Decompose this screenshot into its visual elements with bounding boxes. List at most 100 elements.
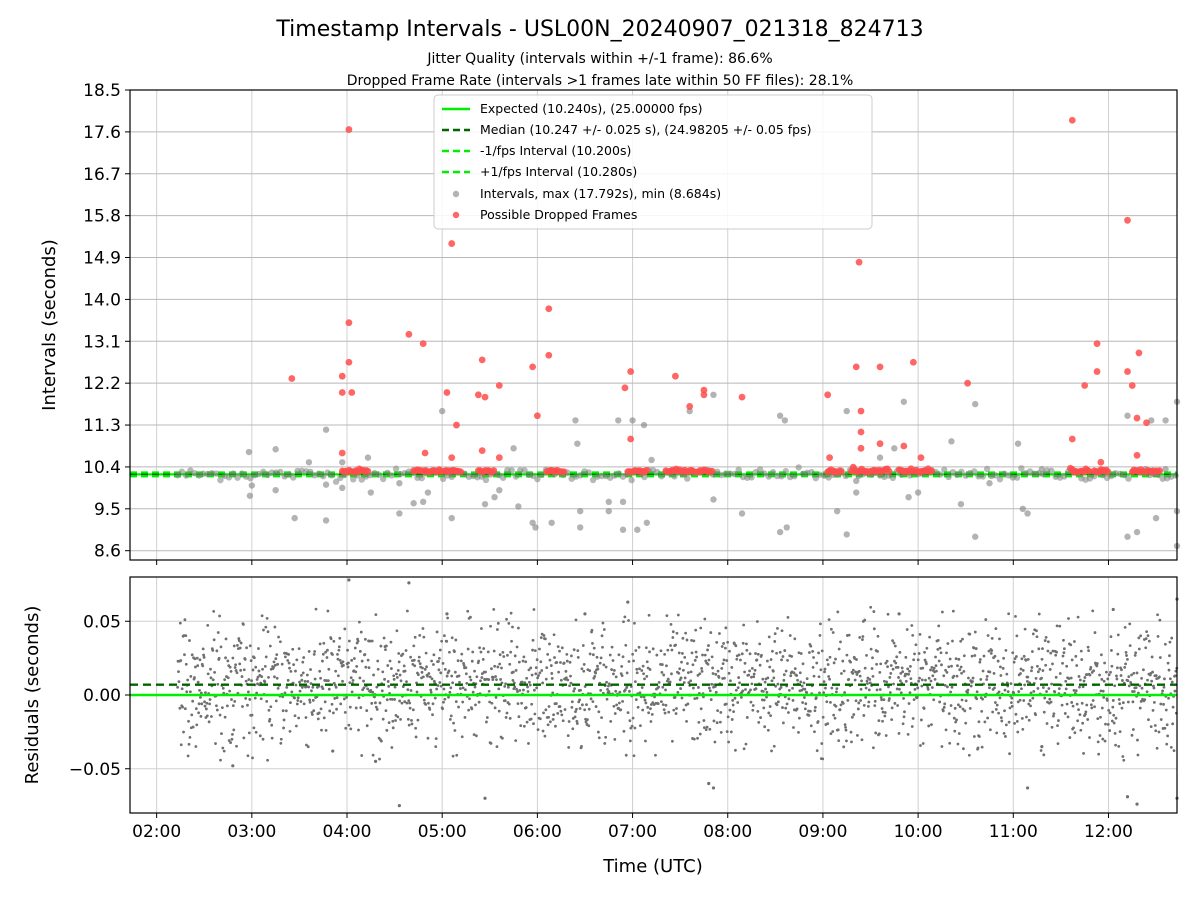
legend-swatch-intervals bbox=[452, 190, 460, 198]
residual-point bbox=[1070, 701, 1074, 704]
dropped-frame-point bbox=[560, 468, 568, 476]
residual-point bbox=[1022, 654, 1026, 658]
residual-point bbox=[403, 669, 407, 673]
residual-point bbox=[1020, 687, 1023, 691]
residual-point bbox=[638, 691, 642, 695]
residual-point bbox=[911, 717, 915, 720]
residual-point bbox=[633, 726, 637, 730]
residual-point bbox=[560, 646, 564, 650]
residual-point bbox=[438, 648, 442, 652]
interval-point bbox=[328, 472, 335, 479]
residual-point bbox=[622, 729, 626, 733]
dropped-frame-point bbox=[876, 440, 884, 448]
residual-point bbox=[1171, 705, 1175, 709]
residual-point bbox=[545, 666, 549, 670]
residual-point bbox=[974, 647, 978, 650]
residual-point bbox=[273, 663, 277, 667]
residual-point bbox=[813, 709, 817, 713]
residual-point bbox=[533, 688, 536, 692]
residual-point bbox=[1078, 685, 1081, 689]
residual-point bbox=[511, 625, 514, 629]
residual-point bbox=[744, 742, 748, 746]
residual-point bbox=[374, 705, 378, 709]
residual-point bbox=[978, 660, 982, 664]
residual-point bbox=[485, 716, 489, 719]
residual-point bbox=[882, 679, 886, 683]
residual-point bbox=[1004, 723, 1008, 727]
interval-point bbox=[1048, 467, 1055, 474]
dropped-frame-point bbox=[481, 393, 489, 401]
residual-point bbox=[724, 702, 728, 706]
residual-point bbox=[703, 617, 707, 621]
residual-point bbox=[327, 667, 331, 671]
residual-point bbox=[645, 660, 649, 664]
residual-point bbox=[763, 680, 767, 684]
residual-point bbox=[573, 715, 577, 719]
residual-point bbox=[1153, 724, 1157, 727]
residual-point bbox=[938, 646, 942, 650]
residual-point bbox=[671, 630, 675, 634]
residual-point bbox=[752, 672, 756, 676]
residual-point bbox=[950, 685, 954, 689]
residual-point bbox=[896, 665, 900, 669]
residual-point bbox=[396, 715, 400, 719]
dropped-frame-point bbox=[288, 375, 296, 382]
residual-point bbox=[323, 700, 327, 704]
residual-point bbox=[1054, 653, 1058, 657]
residual-point bbox=[1163, 677, 1166, 681]
residual-point bbox=[876, 634, 880, 638]
residual-point bbox=[931, 674, 935, 678]
residual-point bbox=[453, 650, 456, 653]
residual-point bbox=[727, 740, 730, 744]
residual-point bbox=[956, 664, 959, 668]
residual-point bbox=[631, 716, 635, 720]
residual-point bbox=[750, 682, 754, 686]
residual-point bbox=[693, 697, 697, 701]
residual-point bbox=[583, 612, 587, 616]
residual-point bbox=[393, 698, 397, 701]
residual-point bbox=[817, 651, 820, 655]
residual-point bbox=[611, 659, 615, 662]
residual-point bbox=[402, 664, 406, 668]
residual-point bbox=[307, 685, 311, 689]
residual-point bbox=[1027, 702, 1031, 706]
residual-point bbox=[762, 698, 766, 702]
residual-point bbox=[1057, 687, 1061, 691]
intervals-y-axis-label: Intervals (seconds) bbox=[39, 239, 60, 411]
residual-point bbox=[424, 702, 428, 706]
residual-point bbox=[202, 655, 206, 659]
residual-point bbox=[389, 640, 393, 644]
residual-point bbox=[842, 669, 846, 673]
residual-point bbox=[269, 705, 273, 709]
residual-point bbox=[902, 715, 906, 719]
residual-point bbox=[214, 742, 217, 745]
residual-point bbox=[567, 745, 571, 749]
residual-point bbox=[312, 653, 316, 656]
residual-point bbox=[875, 688, 879, 692]
residual-point bbox=[537, 674, 540, 677]
residual-point bbox=[623, 688, 627, 692]
intervals-axes-frame bbox=[129, 89, 1178, 561]
residual-point bbox=[487, 678, 491, 681]
legend-label-plus-fps: +1/fps Interval (10.280s) bbox=[480, 164, 637, 179]
residual-point bbox=[822, 680, 826, 684]
residual-point bbox=[1108, 711, 1112, 715]
residual-point bbox=[1113, 731, 1117, 735]
residual-point bbox=[197, 702, 201, 706]
residual-point bbox=[999, 716, 1003, 720]
residual-point bbox=[490, 701, 494, 705]
residual-point bbox=[675, 631, 679, 635]
residual-point bbox=[751, 704, 755, 707]
residual-point bbox=[706, 648, 709, 652]
residual-point bbox=[911, 633, 915, 637]
residual-point bbox=[685, 719, 688, 723]
residual-point bbox=[952, 674, 956, 678]
residual-point bbox=[689, 670, 693, 674]
residual-point bbox=[1111, 699, 1115, 702]
residual-point bbox=[851, 668, 855, 672]
residual-point bbox=[972, 735, 976, 738]
interval-point bbox=[1013, 474, 1021, 481]
residual-point bbox=[686, 662, 689, 665]
residual-point bbox=[1131, 728, 1135, 731]
residual-point bbox=[346, 665, 350, 669]
